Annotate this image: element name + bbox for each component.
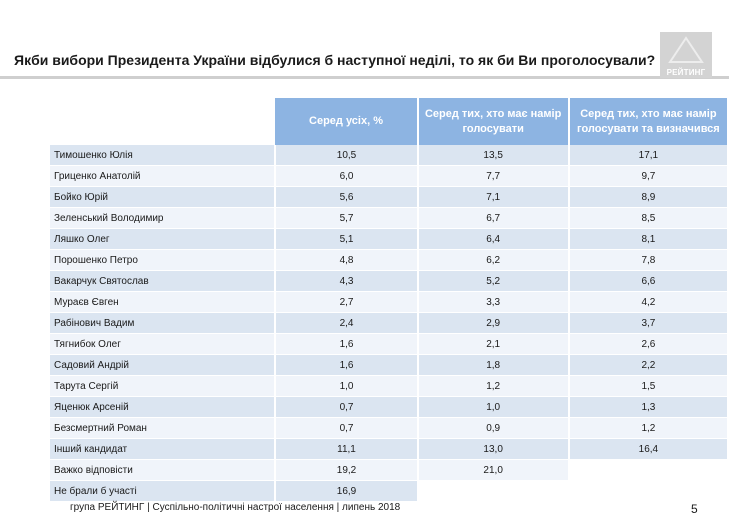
table-row: Інший кандидат 11,1 13,0 16,4 bbox=[50, 438, 729, 460]
table-row: Гриценко Анатолій 6,0 7,7 9,7 bbox=[50, 165, 729, 187]
logo-text: РЕЙТИНГ bbox=[666, 68, 706, 77]
value-all: 1,0 bbox=[275, 375, 419, 397]
candidate-name: Безсмертний Роман bbox=[50, 417, 277, 439]
value-decided: 16,4 bbox=[568, 438, 729, 460]
header-blank bbox=[50, 98, 276, 145]
table-row: Ляшко Олег 5,1 6,4 8,1 bbox=[50, 228, 729, 250]
value-decided: 1,3 bbox=[568, 396, 729, 418]
table-row: Яценюк Арсеній 0,7 1,0 1,3 bbox=[50, 396, 729, 418]
value-all: 6,0 bbox=[275, 165, 419, 187]
value-decided: 7,8 bbox=[568, 249, 729, 271]
candidate-name: Яценюк Арсеній bbox=[50, 396, 277, 418]
value-decided: 1,2 bbox=[568, 417, 729, 439]
value-all: 1,6 bbox=[275, 333, 419, 355]
table-header-row: Серед усіх, % Серед тих, хто має намір г… bbox=[50, 98, 729, 145]
title-divider bbox=[0, 76, 729, 79]
value-all: 2,7 bbox=[275, 291, 419, 313]
value-intend: 0,9 bbox=[417, 417, 570, 439]
value-all: 4,3 bbox=[275, 270, 419, 292]
value-decided: 6,6 bbox=[568, 270, 729, 292]
value-decided: 8,5 bbox=[568, 207, 729, 229]
table-row: Тарута Сергій 1,0 1,2 1,5 bbox=[50, 375, 729, 397]
value-all: 5,7 bbox=[275, 207, 419, 229]
table-row: Безсмертний Роман 0,7 0,9 1,2 bbox=[50, 417, 729, 439]
candidate-name: Ляшко Олег bbox=[50, 228, 277, 250]
value-intend: 1,0 bbox=[417, 396, 570, 418]
table-row: Рабінович Вадим 2,4 2,9 3,7 bbox=[50, 312, 729, 334]
value-intend: 1,2 bbox=[417, 375, 570, 397]
value-all: 0,7 bbox=[275, 396, 419, 418]
value-decided: 4,2 bbox=[568, 291, 729, 313]
value-intend: 13,5 bbox=[417, 145, 570, 166]
value-intend: 6,2 bbox=[417, 249, 570, 271]
value-decided: 1,5 bbox=[568, 375, 729, 397]
value-all: 4,8 bbox=[275, 249, 419, 271]
value-all: 10,5 bbox=[275, 145, 419, 166]
value-all: 2,4 bbox=[275, 312, 419, 334]
candidate-name: Гриценко Анатолій bbox=[50, 165, 277, 187]
candidate-name: Тягнибок Олег bbox=[50, 333, 277, 355]
value-all: 16,9 bbox=[275, 480, 419, 502]
candidate-name: Тарута Сергій bbox=[50, 375, 277, 397]
page-number: 5 bbox=[691, 502, 698, 516]
value-decided: 2,6 bbox=[568, 333, 729, 355]
value-all: 11,1 bbox=[275, 438, 419, 460]
value-intend: 6,7 bbox=[417, 207, 570, 229]
candidate-name: Порошенко Петро bbox=[50, 249, 277, 271]
candidate-name: Інший кандидат bbox=[50, 438, 277, 460]
value-decided: 8,1 bbox=[568, 228, 729, 250]
table-row: Зеленський Володимир 5,7 6,7 8,5 bbox=[50, 207, 729, 229]
candidate-name: Вакарчук Святослав bbox=[50, 270, 277, 292]
value-all: 0,7 bbox=[275, 417, 419, 439]
value-all: 19,2 bbox=[275, 459, 419, 481]
header-all: Серед усіх, % bbox=[275, 98, 419, 145]
value-all: 5,6 bbox=[275, 186, 419, 208]
table-row: Вакарчук Святослав 4,3 5,2 6,6 bbox=[50, 270, 729, 292]
value-all: 1,6 bbox=[275, 354, 419, 376]
value-intend: 3,3 bbox=[417, 291, 570, 313]
value-intend: 7,7 bbox=[417, 165, 570, 187]
value-decided: 8,9 bbox=[568, 186, 729, 208]
value-intend: 2,9 bbox=[417, 312, 570, 334]
results-table: Серед усіх, % Серед тих, хто має намір г… bbox=[50, 98, 729, 502]
value-intend: 13,0 bbox=[417, 438, 570, 460]
table-row: Тягнибок Олег 1,6 2,1 2,6 bbox=[50, 333, 729, 355]
candidate-name: Тимошенко Юлія bbox=[50, 145, 277, 166]
candidate-name: Бойко Юрій bbox=[50, 186, 277, 208]
value-decided: 17,1 bbox=[568, 145, 729, 166]
header-decided: Серед тих, хто має намір голосувати та в… bbox=[568, 98, 729, 145]
value-intend: 2,1 bbox=[417, 333, 570, 355]
value-intend: 5,2 bbox=[417, 270, 570, 292]
value-decided: 9,7 bbox=[568, 165, 729, 187]
candidate-name: Важко відповісти bbox=[50, 459, 277, 481]
table-row: Не брали б участі 16,9 bbox=[50, 480, 729, 502]
value-decided: 2,2 bbox=[568, 354, 729, 376]
table-row: Важко відповісти 19,2 21,0 bbox=[50, 459, 729, 481]
table-row: Садовий Андрій 1,6 1,8 2,2 bbox=[50, 354, 729, 376]
value-all: 5,1 bbox=[275, 228, 419, 250]
value-intend bbox=[417, 480, 570, 502]
header-intend-to-vote: Серед тих, хто має намір голосувати bbox=[417, 98, 570, 145]
candidate-name: Садовий Андрій bbox=[50, 354, 277, 376]
logo-mark-icon bbox=[668, 36, 704, 63]
table-row: Бойко Юрій 5,6 7,1 8,9 bbox=[50, 186, 729, 208]
candidate-name: Рабінович Вадим bbox=[50, 312, 277, 334]
value-decided bbox=[568, 480, 729, 502]
value-decided bbox=[568, 459, 729, 481]
candidate-name: Мураєв Євген bbox=[50, 291, 277, 313]
table-row: Тимошенко Юлія 10,5 13,5 17,1 bbox=[50, 145, 729, 166]
rating-logo: РЕЙТИНГ bbox=[660, 32, 712, 78]
value-intend: 1,8 bbox=[417, 354, 570, 376]
footer-text: група РЕЙТИНГ | Суспільно-політичні наст… bbox=[70, 502, 401, 513]
value-intend: 7,1 bbox=[417, 186, 570, 208]
candidate-name: Не брали б участі bbox=[50, 480, 277, 502]
page-title: Якби вибори Президента України відбулися… bbox=[14, 52, 656, 68]
table-row: Порошенко Петро 4,8 6,2 7,8 bbox=[50, 249, 729, 271]
value-decided: 3,7 bbox=[568, 312, 729, 334]
value-intend: 6,4 bbox=[417, 228, 570, 250]
table-row: Мураєв Євген 2,7 3,3 4,2 bbox=[50, 291, 729, 313]
value-intend: 21,0 bbox=[417, 459, 570, 481]
candidate-name: Зеленський Володимир bbox=[50, 207, 277, 229]
